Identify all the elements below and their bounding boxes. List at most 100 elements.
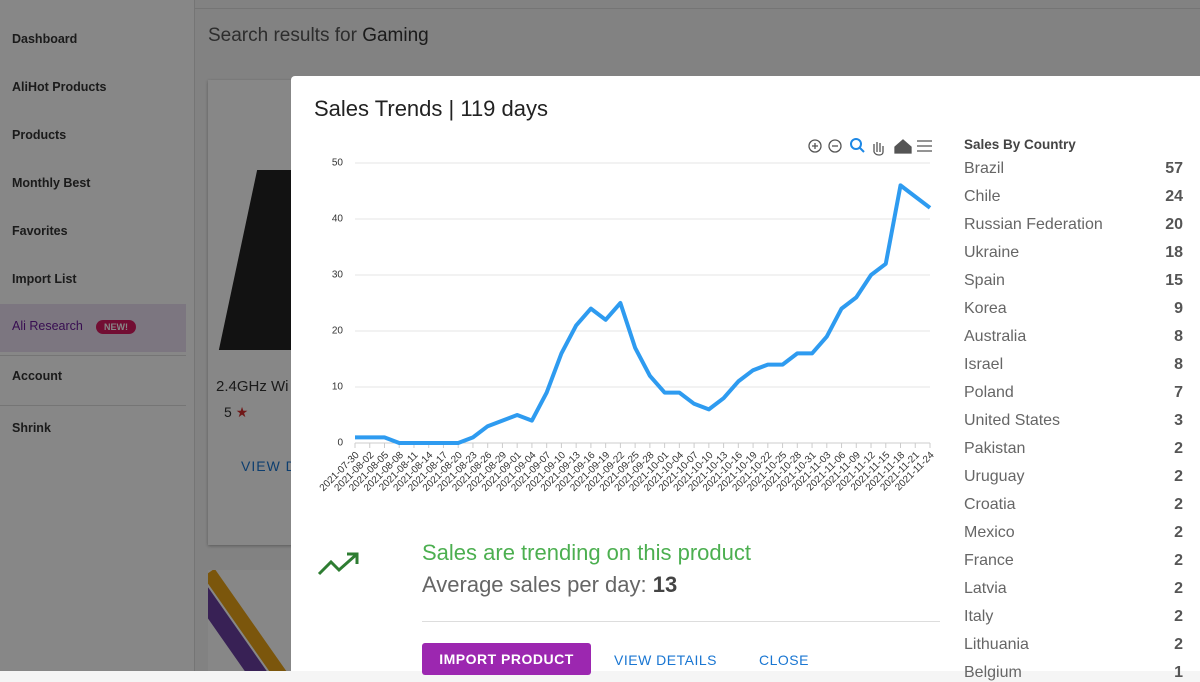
country-row: Korea 9: [964, 300, 1183, 318]
country-row: Spain 15: [964, 272, 1183, 290]
country-count: 9: [1174, 300, 1183, 317]
trend-message: Sales are trending on this product: [422, 540, 751, 565]
country-count: 24: [1165, 188, 1183, 205]
active-highlight: [0, 304, 186, 352]
sidebar-item[interactable]: Ali Research: [12, 319, 83, 333]
country-name: Brazil: [964, 160, 1005, 177]
search-term: Gaming: [362, 25, 429, 46]
y-tick-label: 40: [332, 214, 344, 225]
country-name: Lithuania: [964, 636, 1029, 653]
country-row: United States 3: [964, 412, 1183, 430]
pan-icon[interactable]: [873, 142, 884, 156]
country-name: Korea: [964, 300, 1007, 317]
header-divider: [194, 8, 1200, 9]
sidebar-item[interactable]: Products: [12, 128, 67, 142]
product-rating: 5 ★: [224, 404, 249, 420]
country-count: 1: [1174, 664, 1183, 681]
y-tick-label: 0: [337, 438, 343, 449]
menu-icon[interactable]: [917, 140, 932, 152]
country-name: Croatia: [964, 496, 1016, 513]
home-icon[interactable]: [894, 139, 912, 154]
country-row: Ukraine 18: [964, 244, 1183, 262]
country-count: 2: [1174, 636, 1183, 653]
country-name: Mexico: [964, 524, 1015, 541]
country-row: Latvia 2: [964, 580, 1183, 598]
country-row: France 2: [964, 552, 1183, 570]
country-row: Italy 2: [964, 608, 1183, 626]
country-name: Uruguay: [964, 468, 1025, 485]
y-tick-label: 20: [332, 326, 344, 337]
country-name: Australia: [964, 328, 1027, 345]
country-row: Chile 24: [964, 188, 1183, 206]
country-row: Belgium 1: [964, 664, 1183, 682]
country-count: 2: [1174, 608, 1183, 625]
chart: 010203040502021-07-302021-08-022021-08-0…: [318, 138, 937, 494]
product-title: 2.4GHz Wi: [216, 378, 289, 395]
sidebar-item[interactable]: Monthly Best: [12, 176, 91, 190]
view-button[interactable]: VIEW D: [241, 458, 297, 474]
modal-title: Sales Trends | 119 days: [314, 96, 548, 121]
country-row: Lithuania 2: [964, 636, 1183, 654]
country-count: 57: [1165, 160, 1183, 177]
country-name: Italy: [964, 608, 994, 625]
country-row: Croatia 2: [964, 496, 1183, 514]
search-prefix: Search results for: [208, 25, 357, 46]
country-count: 2: [1174, 552, 1183, 569]
country-count: 2: [1174, 580, 1183, 597]
rating-value: 5: [224, 404, 232, 420]
close-button[interactable]: CLOSE: [759, 652, 809, 668]
country-count: 8: [1174, 356, 1183, 373]
avg-label: Average sales per day:: [422, 572, 647, 597]
divider: [0, 405, 186, 406]
country-count: 2: [1174, 524, 1183, 541]
y-tick-label: 30: [332, 270, 344, 281]
country-row: Russian Federation 20: [964, 216, 1183, 234]
countries-title: Sales By Country: [964, 137, 1076, 152]
view-details-button[interactable]: VIEW DETAILS: [614, 652, 717, 668]
country-row: Uruguay 2: [964, 468, 1183, 486]
country-row: Pakistan 2: [964, 440, 1183, 458]
average-line: Average sales per day: 13: [422, 572, 677, 598]
country-name: Russian Federation: [964, 216, 1103, 233]
country-count: 20: [1165, 216, 1183, 233]
country-row: Brazil 57: [964, 160, 1183, 178]
country-name: Latvia: [964, 580, 1007, 597]
modal: Sales Trends | 119 days 0 10 20 30 40 50 2021-…: [291, 76, 1200, 681]
y-tick-label: 10: [332, 382, 344, 393]
divider: [0, 355, 186, 356]
country-count: 15: [1165, 272, 1183, 289]
sidebar-item[interactable]: Shrink: [12, 421, 51, 435]
zoom-icon[interactable]: [850, 138, 862, 150]
divider: [422, 621, 940, 622]
sidebar-item[interactable]: AliHot Products: [12, 80, 107, 94]
trend-icon: [317, 552, 359, 576]
country-row: Poland 7: [964, 384, 1183, 402]
country-count: 2: [1174, 440, 1183, 457]
sidebar-item[interactable]: Favorites: [12, 224, 68, 238]
sales-line: [355, 183, 932, 445]
country-count: 2: [1174, 468, 1183, 485]
country-count: 7: [1174, 384, 1183, 401]
avg-value: 13: [652, 572, 678, 597]
sidebar-item[interactable]: Account: [12, 369, 62, 383]
country-name: Spain: [964, 272, 1005, 289]
country-row: Australia 8: [964, 328, 1183, 346]
zoom-in-icon[interactable]: [808, 139, 822, 153]
country-name: Pakistan: [964, 440, 1026, 457]
new-badge: NEW!: [96, 320, 136, 334]
country-row: Mexico 2: [964, 524, 1183, 542]
country-name: Israel: [964, 356, 1004, 373]
sidebar: NEW! Dashboard AliHot Products Products Mon…: [0, 0, 195, 671]
sidebar-item[interactable]: Dashboard: [12, 32, 78, 46]
zoom-out-icon[interactable]: [828, 139, 842, 153]
country-name: Belgium: [964, 664, 1022, 681]
country-count: 8: [1174, 328, 1183, 345]
country-name: Chile: [964, 188, 1001, 205]
import-button[interactable]: IMPORT PRODUCT: [422, 643, 591, 675]
sidebar-item[interactable]: Import List: [12, 272, 77, 286]
country-count: 18: [1165, 244, 1183, 261]
y-tick-label: 50: [332, 158, 344, 169]
country-name: Poland: [964, 384, 1014, 401]
country-row: Israel 8: [964, 356, 1183, 374]
